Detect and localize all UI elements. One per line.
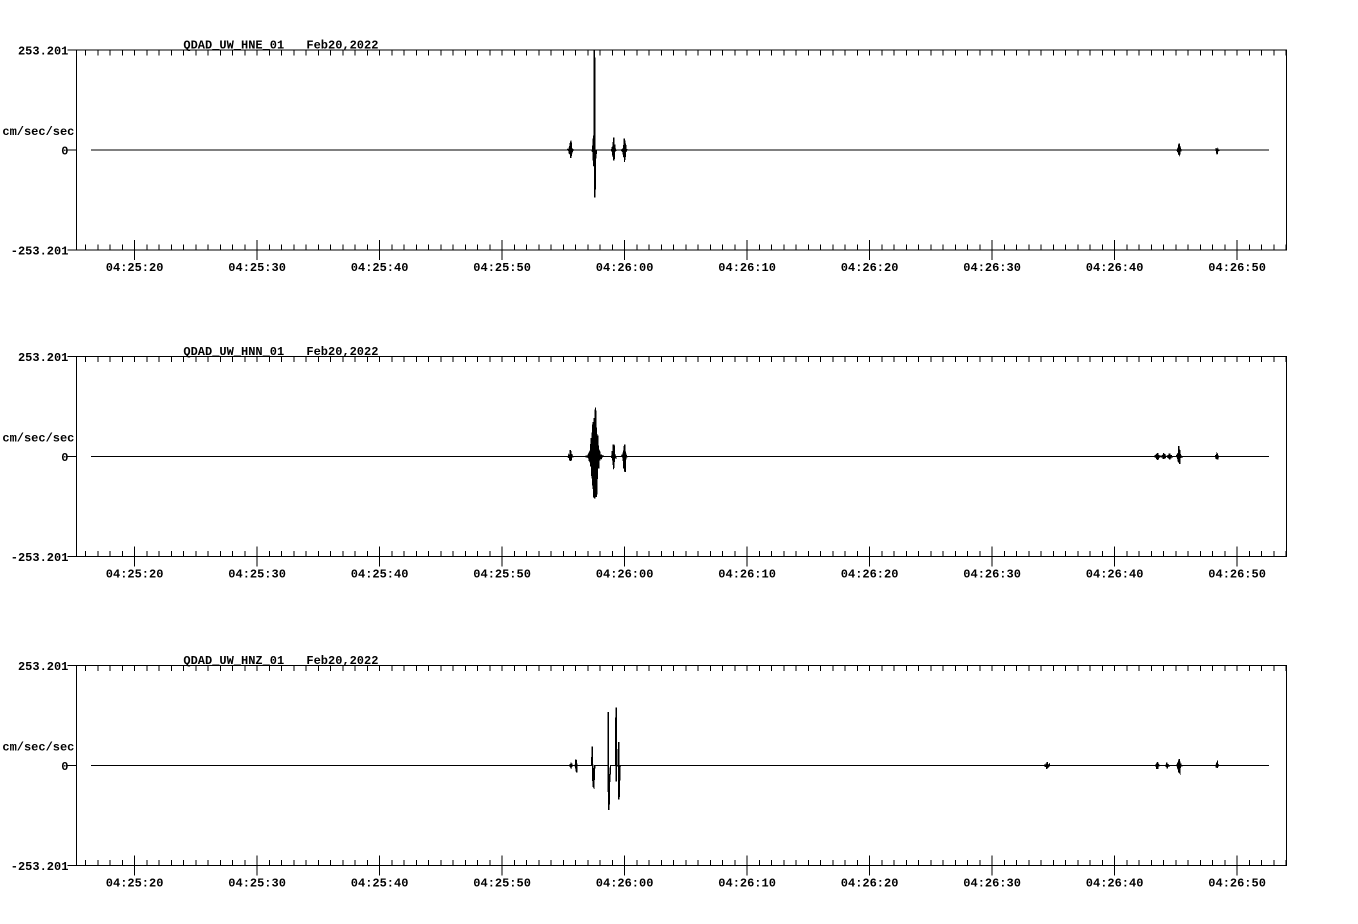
svg-text:Feb20,2022: Feb20,2022 — [306, 345, 378, 359]
svg-text:253.201: 253.201 — [18, 45, 68, 59]
svg-text:QDAD_UW_HNE_01: QDAD_UW_HNE_01 — [183, 39, 284, 53]
svg-text:QDAD_UW_HNZ_01: QDAD_UW_HNZ_01 — [183, 654, 284, 668]
svg-text:0: 0 — [61, 145, 68, 159]
svg-text:04:26:00: 04:26:00 — [596, 877, 654, 891]
svg-text:04:25:40: 04:25:40 — [351, 877, 409, 891]
svg-text:04:26:50: 04:26:50 — [1208, 877, 1266, 891]
svg-text:04:25:20: 04:25:20 — [106, 568, 164, 582]
svg-text:04:25:40: 04:25:40 — [351, 568, 409, 582]
svg-text:04:26:50: 04:26:50 — [1208, 261, 1266, 275]
svg-text:0: 0 — [61, 451, 68, 465]
svg-text:04:25:20: 04:25:20 — [106, 261, 164, 275]
svg-text:cm/sec/sec: cm/sec/sec — [2, 125, 74, 139]
svg-text:253.201: 253.201 — [18, 660, 68, 674]
svg-text:cm/sec/sec: cm/sec/sec — [2, 741, 74, 755]
svg-text:04:25:30: 04:25:30 — [228, 877, 286, 891]
svg-text:04:26:00: 04:26:00 — [596, 261, 654, 275]
svg-text:-253.201: -253.201 — [11, 551, 69, 565]
svg-text:0: 0 — [61, 760, 68, 774]
svg-text:04:25:40: 04:25:40 — [351, 261, 409, 275]
svg-text:QDAD_UW_HNN_01: QDAD_UW_HNN_01 — [183, 345, 284, 359]
svg-text:04:26:20: 04:26:20 — [841, 261, 899, 275]
svg-text:04:25:30: 04:25:30 — [228, 568, 286, 582]
svg-text:04:26:00: 04:26:00 — [596, 568, 654, 582]
svg-text:04:26:10: 04:26:10 — [718, 877, 776, 891]
svg-text:04:26:40: 04:26:40 — [1086, 261, 1144, 275]
svg-text:-253.201: -253.201 — [11, 860, 69, 874]
svg-text:Feb20,2022: Feb20,2022 — [306, 654, 378, 668]
svg-text:-253.201: -253.201 — [11, 245, 69, 259]
svg-text:04:26:40: 04:26:40 — [1086, 877, 1144, 891]
svg-text:04:25:30: 04:25:30 — [228, 261, 286, 275]
svg-text:04:26:20: 04:26:20 — [841, 568, 899, 582]
svg-text:04:26:20: 04:26:20 — [841, 877, 899, 891]
svg-text:04:26:30: 04:26:30 — [963, 568, 1021, 582]
svg-text:04:26:30: 04:26:30 — [963, 877, 1021, 891]
svg-text:04:26:10: 04:26:10 — [718, 261, 776, 275]
svg-text:253.201: 253.201 — [18, 351, 68, 365]
svg-text:04:25:20: 04:25:20 — [106, 877, 164, 891]
svg-text:cm/sec/sec: cm/sec/sec — [2, 432, 74, 446]
svg-text:04:26:50: 04:26:50 — [1208, 568, 1266, 582]
svg-text:04:25:50: 04:25:50 — [473, 568, 531, 582]
svg-text:Feb20,2022: Feb20,2022 — [306, 39, 378, 53]
svg-text:04:26:30: 04:26:30 — [963, 261, 1021, 275]
svg-text:04:26:10: 04:26:10 — [718, 568, 776, 582]
svg-text:04:25:50: 04:25:50 — [473, 877, 531, 891]
svg-text:04:26:40: 04:26:40 — [1086, 568, 1144, 582]
svg-text:04:25:50: 04:25:50 — [473, 261, 531, 275]
